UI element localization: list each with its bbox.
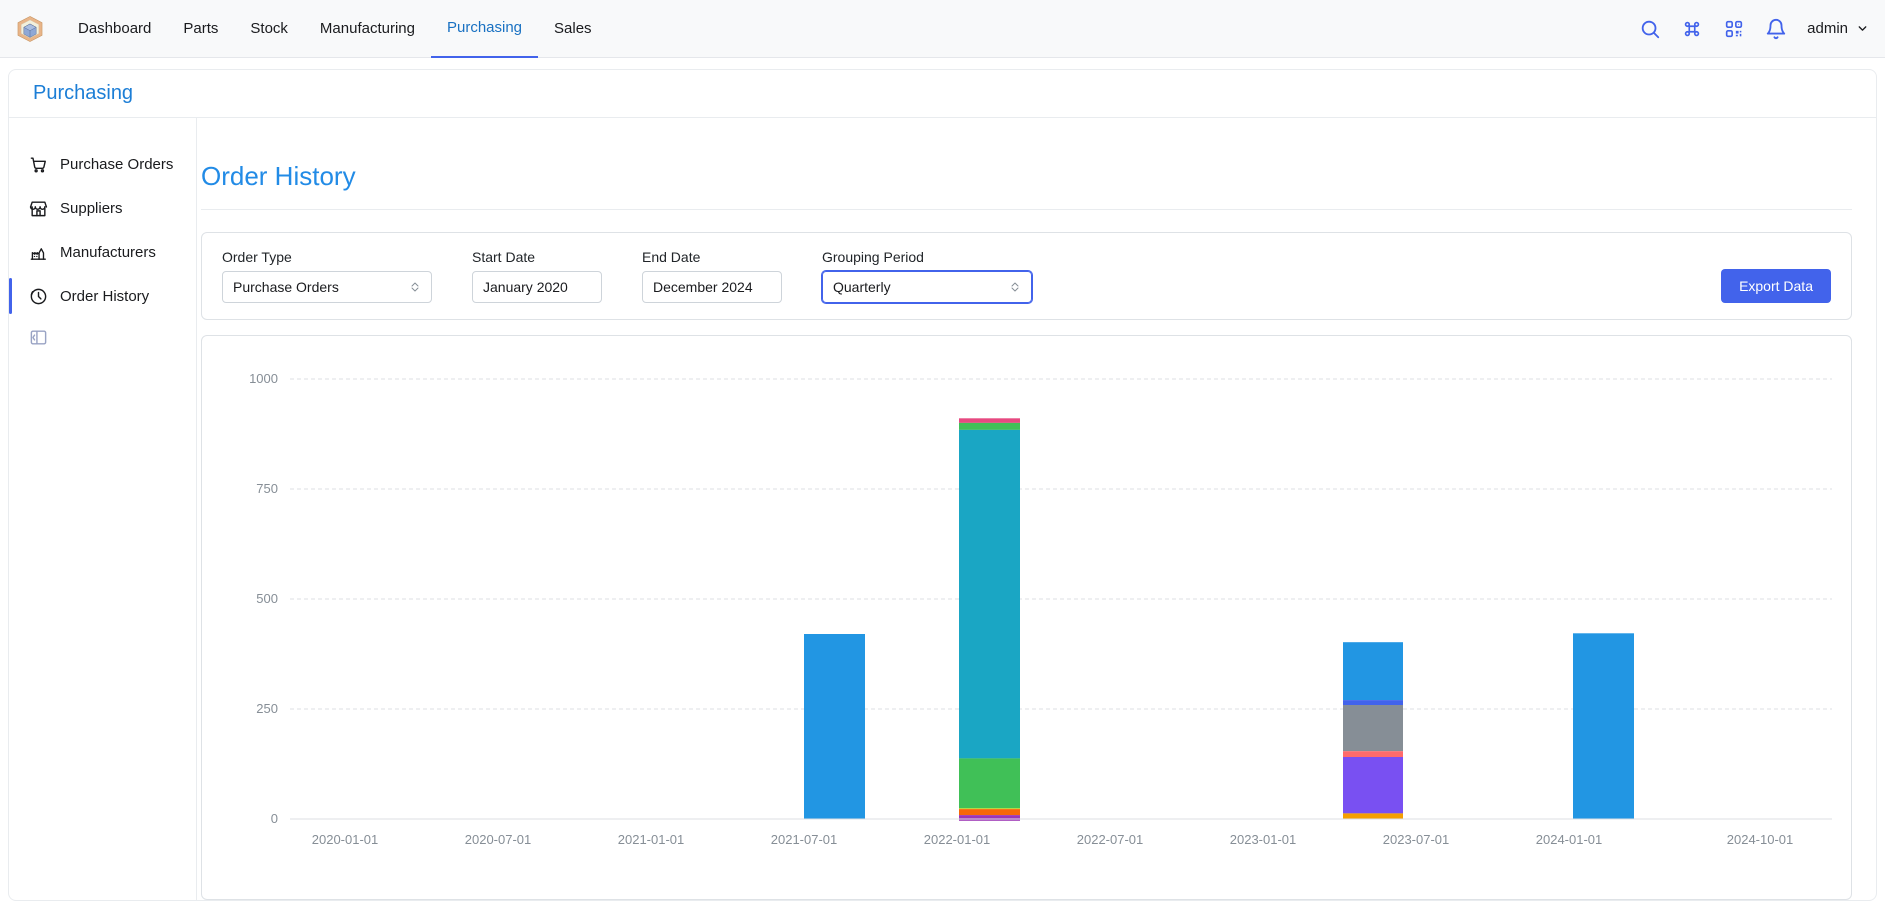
svg-text:2022-01-01: 2022-01-01 (924, 832, 991, 847)
svg-text:2024-01-01: 2024-01-01 (1536, 832, 1603, 847)
svg-text:750: 750 (256, 481, 278, 496)
svg-text:500: 500 (256, 591, 278, 606)
svg-text:2022-07-01: 2022-07-01 (1077, 832, 1144, 847)
svg-text:2024-10-01: 2024-10-01 (1727, 832, 1794, 847)
svg-text:2023-01-01: 2023-01-01 (1230, 832, 1297, 847)
svg-text:2021-01-01: 2021-01-01 (618, 832, 685, 847)
svg-text:250: 250 (256, 701, 278, 716)
svg-text:0: 0 (271, 811, 278, 826)
svg-text:2020-01-01: 2020-01-01 (312, 832, 379, 847)
svg-text:2023-07-01: 2023-07-01 (1383, 832, 1450, 847)
svg-text:2020-07-01: 2020-07-01 (465, 832, 532, 847)
svg-text:2021-07-01: 2021-07-01 (771, 832, 838, 847)
svg-text:1000: 1000 (249, 371, 278, 386)
